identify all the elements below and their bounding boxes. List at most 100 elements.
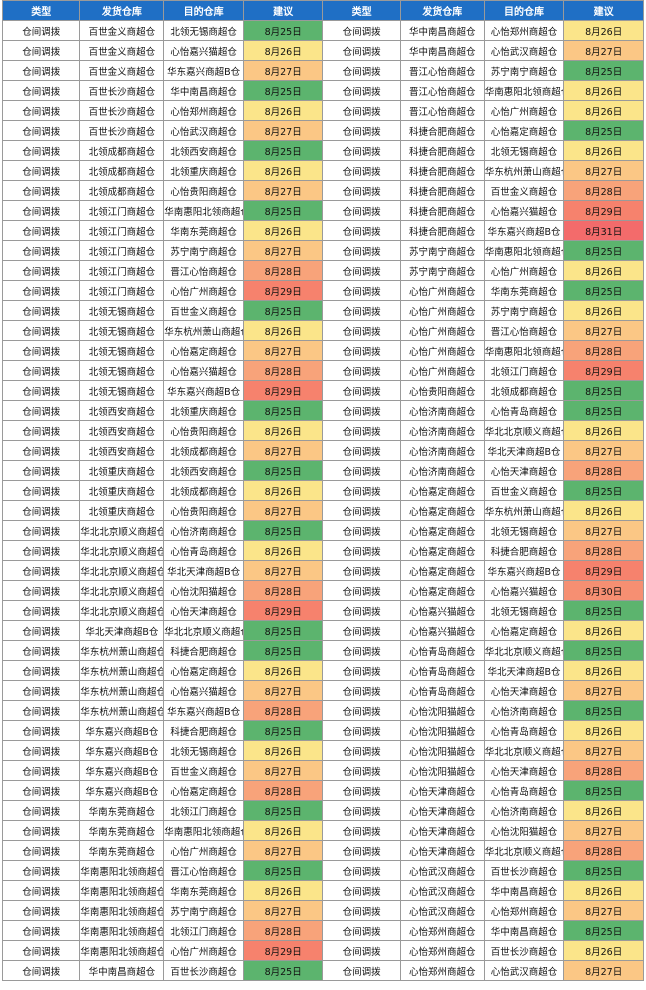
suggestion-date-cell-right[interactable]: 8月27日	[563, 160, 644, 181]
type-cell-right[interactable]: 仓间调拨	[322, 560, 401, 581]
destination-warehouse-cell-left[interactable]: 北领无锡商超仓	[163, 20, 244, 41]
source-warehouse-cell-right[interactable]: 心怡济南商超仓	[399, 420, 485, 441]
source-warehouse-cell-left[interactable]: 北领无锡商超仓	[79, 320, 165, 341]
suggestion-date-cell-left[interactable]: 8月27日	[242, 340, 324, 361]
type-cell-right[interactable]: 仓间调拨	[322, 820, 401, 841]
suggestion-date-cell-right[interactable]: 8月26日	[563, 800, 644, 821]
source-warehouse-cell-right[interactable]: 科捷合肥商超仓	[399, 180, 485, 201]
source-warehouse-cell-left[interactable]: 北领成都商超仓	[79, 180, 165, 201]
destination-warehouse-cell-left[interactable]: 华东嘉兴商超B仓	[163, 700, 244, 721]
destination-warehouse-cell-right[interactable]: 心怡嘉定商超仓	[483, 120, 565, 141]
destination-warehouse-cell-right[interactable]: 心怡沈阳猫超仓	[483, 820, 565, 841]
destination-warehouse-cell-right[interactable]: 华南惠阳北领商超仓	[483, 240, 565, 261]
suggestion-date-cell-left[interactable]: 8月28日	[242, 700, 324, 721]
type-cell-right[interactable]: 仓间调拨	[322, 40, 401, 61]
suggestion-date-cell-right[interactable]: 8月25日	[563, 400, 644, 421]
source-warehouse-cell-left[interactable]: 华东嘉兴商超B仓	[79, 780, 165, 801]
destination-warehouse-cell-right[interactable]: 心怡郑州商超仓	[483, 900, 565, 921]
suggestion-date-cell-right[interactable]: 8月28日	[563, 760, 644, 781]
source-warehouse-cell-right[interactable]: 心怡郑州商超仓	[399, 940, 485, 961]
source-warehouse-cell-right[interactable]: 晋江心怡商超仓	[399, 80, 485, 101]
suggestion-date-cell-left[interactable]: 8月28日	[242, 360, 324, 381]
destination-warehouse-cell-left[interactable]: 心怡贵阳商超仓	[163, 500, 244, 521]
destination-warehouse-cell-right[interactable]: 华南惠阳北领商超仓	[483, 340, 565, 361]
header-type-right[interactable]: 类型	[322, 0, 401, 21]
source-warehouse-cell-left[interactable]: 北领无锡商超仓	[79, 300, 165, 321]
source-warehouse-cell-right[interactable]: 心怡贵阳商超仓	[399, 380, 485, 401]
suggestion-date-cell-right[interactable]: 8月25日	[563, 120, 644, 141]
destination-warehouse-cell-right[interactable]: 心怡嘉兴猫超仓	[483, 200, 565, 221]
destination-warehouse-cell-left[interactable]: 北领成都商超仓	[163, 440, 244, 461]
type-cell-left[interactable]: 仓间调拨	[1, 960, 81, 981]
type-cell-right[interactable]: 仓间调拨	[322, 900, 401, 921]
suggestion-date-cell-left[interactable]: 8月25日	[242, 640, 324, 661]
destination-warehouse-cell-left[interactable]: 北领无锡商超仓	[163, 740, 244, 761]
source-warehouse-cell-right[interactable]: 科捷合肥商超仓	[399, 140, 485, 161]
suggestion-date-cell-right[interactable]: 8月26日	[563, 940, 644, 961]
suggestion-date-cell-right[interactable]: 8月26日	[563, 100, 644, 121]
type-cell-right[interactable]: 仓间调拨	[322, 660, 401, 681]
suggestion-date-cell-left[interactable]: 8月27日	[242, 440, 324, 461]
type-cell-right[interactable]: 仓间调拨	[322, 20, 401, 41]
source-warehouse-cell-left[interactable]: 华东杭州萧山商超仓	[79, 660, 165, 681]
type-cell-right[interactable]: 仓间调拨	[322, 200, 401, 221]
source-warehouse-cell-right[interactable]: 心怡武汉商超仓	[399, 900, 485, 921]
source-warehouse-cell-right[interactable]: 心怡青岛商超仓	[399, 680, 485, 701]
type-cell-left[interactable]: 仓间调拨	[1, 660, 81, 681]
suggestion-date-cell-right[interactable]: 8月29日	[563, 360, 644, 381]
type-cell-left[interactable]: 仓间调拨	[1, 240, 81, 261]
destination-warehouse-cell-right[interactable]: 心怡嘉定商超仓	[483, 620, 565, 641]
type-cell-right[interactable]: 仓间调拨	[322, 640, 401, 661]
destination-warehouse-cell-right[interactable]: 心怡青岛商超仓	[483, 720, 565, 741]
suggestion-date-cell-right[interactable]: 8月29日	[563, 560, 644, 581]
destination-warehouse-cell-right[interactable]: 华南东莞商超仓	[483, 280, 565, 301]
suggestion-date-cell-left[interactable]: 8月25日	[242, 460, 324, 481]
source-warehouse-cell-right[interactable]: 科捷合肥商超仓	[399, 120, 485, 141]
type-cell-right[interactable]: 仓间调拨	[322, 700, 401, 721]
destination-warehouse-cell-right[interactable]: 华北北京顺义商超仓	[483, 840, 565, 861]
source-warehouse-cell-left[interactable]: 百世长沙商超仓	[79, 100, 165, 121]
destination-warehouse-cell-right[interactable]: 华北北京顺义商超仓	[483, 420, 565, 441]
suggestion-date-cell-left[interactable]: 8月25日	[242, 400, 324, 421]
suggestion-date-cell-left[interactable]: 8月25日	[242, 20, 324, 41]
header-type-left[interactable]: 类型	[1, 0, 81, 21]
source-warehouse-cell-left[interactable]: 华北北京顺义商超仓	[79, 560, 165, 581]
source-warehouse-cell-left[interactable]: 华北天津商超B仓	[79, 620, 165, 641]
destination-warehouse-cell-left[interactable]: 心怡嘉定商超仓	[163, 780, 244, 801]
suggestion-date-cell-left[interactable]: 8月27日	[242, 500, 324, 521]
destination-warehouse-cell-right[interactable]: 心怡济南商超仓	[483, 800, 565, 821]
source-warehouse-cell-right[interactable]: 心怡武汉商超仓	[399, 860, 485, 881]
type-cell-left[interactable]: 仓间调拨	[1, 220, 81, 241]
type-cell-left[interactable]: 仓间调拨	[1, 180, 81, 201]
source-warehouse-cell-left[interactable]: 百世金义商超仓	[79, 20, 165, 41]
source-warehouse-cell-right[interactable]: 华中南昌商超仓	[399, 40, 485, 61]
type-cell-left[interactable]: 仓间调拨	[1, 200, 81, 221]
source-warehouse-cell-right[interactable]: 心怡天津商超仓	[399, 840, 485, 861]
type-cell-left[interactable]: 仓间调拨	[1, 320, 81, 341]
type-cell-left[interactable]: 仓间调拨	[1, 280, 81, 301]
type-cell-left[interactable]: 仓间调拨	[1, 80, 81, 101]
type-cell-right[interactable]: 仓间调拨	[322, 140, 401, 161]
source-warehouse-cell-left[interactable]: 北领江门商超仓	[79, 240, 165, 261]
suggestion-date-cell-left[interactable]: 8月27日	[242, 760, 324, 781]
destination-warehouse-cell-right[interactable]: 华东嘉兴商超B仓	[483, 220, 565, 241]
suggestion-date-cell-left[interactable]: 8月26日	[242, 880, 324, 901]
suggestion-date-cell-left[interactable]: 8月25日	[242, 620, 324, 641]
destination-warehouse-cell-left[interactable]: 北领西安商超仓	[163, 140, 244, 161]
type-cell-right[interactable]: 仓间调拨	[322, 100, 401, 121]
source-warehouse-cell-right[interactable]: 心怡嘉定商超仓	[399, 480, 485, 501]
type-cell-right[interactable]: 仓间调拨	[322, 60, 401, 81]
source-warehouse-cell-left[interactable]: 北领成都商超仓	[79, 140, 165, 161]
header-suggestion-left[interactable]: 建议	[242, 0, 324, 21]
type-cell-left[interactable]: 仓间调拨	[1, 120, 81, 141]
suggestion-date-cell-right[interactable]: 8月26日	[563, 500, 644, 521]
type-cell-right[interactable]: 仓间调拨	[322, 180, 401, 201]
source-warehouse-cell-left[interactable]: 华南惠阳北领商超仓	[79, 940, 165, 961]
source-warehouse-cell-right[interactable]: 心怡嘉兴猫超仓	[399, 600, 485, 621]
suggestion-date-cell-right[interactable]: 8月27日	[563, 440, 644, 461]
type-cell-right[interactable]: 仓间调拨	[322, 540, 401, 561]
source-warehouse-cell-right[interactable]: 心怡天津商超仓	[399, 800, 485, 821]
source-warehouse-cell-left[interactable]: 华南惠阳北领商超仓	[79, 860, 165, 881]
destination-warehouse-cell-right[interactable]: 心怡广州商超仓	[483, 100, 565, 121]
suggestion-date-cell-left[interactable]: 8月25日	[242, 300, 324, 321]
